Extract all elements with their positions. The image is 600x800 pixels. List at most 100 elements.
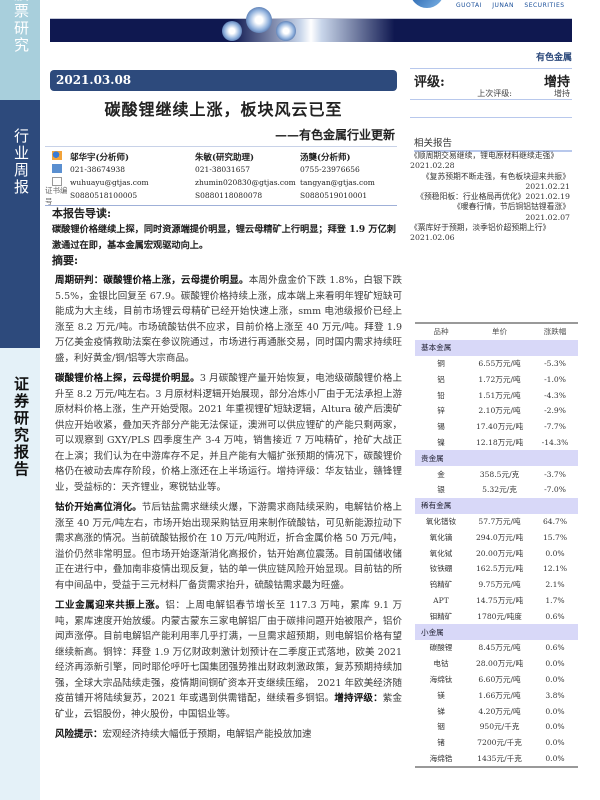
gem-icon bbox=[222, 21, 242, 41]
table-row: 银 5.32元/克 -7.0% bbox=[415, 482, 578, 498]
table-cell: 6.60万元/吨 bbox=[478, 674, 521, 684]
risk-paragraph: 风险提示：宏观经济持续大幅低于预期，电解铝产能投放加速 bbox=[52, 727, 402, 743]
table-row: 镁 1.66万元/吨 3.8% bbox=[415, 687, 578, 703]
prev-rating-label: 上次评级: bbox=[477, 89, 512, 98]
analyst-phone: 021-38031657 bbox=[195, 165, 251, 174]
table-cell: 铟 bbox=[437, 722, 445, 732]
paragraph-text: 节后钴盐需求继续火爆，下游需求商陆续采购，电解钴价格上涨至 40 万元/吨左右，… bbox=[55, 502, 402, 591]
table-cell: 0.6% bbox=[545, 643, 565, 653]
table-row: 金 358.5元/克 -3.7% bbox=[415, 466, 578, 482]
table-cell: -3.7% bbox=[544, 469, 566, 479]
table-cell: 1.72万元/吨 bbox=[478, 374, 521, 384]
table-cell: 金 bbox=[437, 469, 445, 479]
table-cell: 1.51万元/吨 bbox=[478, 390, 521, 400]
paragraph-lead: 周期研判：碳酸锂价格上涨，云母提价明显。 bbox=[55, 275, 249, 286]
paragraph-lead: 风险提示： bbox=[55, 729, 103, 740]
table-cell: 7200元/千克 bbox=[477, 738, 522, 748]
analyst-table: 邬华宇(分析师) 朱敏(研究助理) 汤龑(分析师) 021-38674938 0… bbox=[45, 146, 397, 206]
table-cell: 1.66万元/吨 bbox=[478, 690, 521, 700]
column-header: 单价 bbox=[491, 327, 508, 337]
table-cell: 28.00万元/吨 bbox=[475, 659, 524, 669]
table-cell: 358.5元/克 bbox=[479, 469, 520, 479]
table-row: 铜 6.55万元/吨 -5.3% bbox=[415, 356, 578, 372]
table-cell: 0.0% bbox=[545, 722, 565, 732]
table-cell: 2.1% bbox=[545, 580, 565, 590]
table-cell: 钨精矿 bbox=[429, 580, 453, 590]
related-report-link[interactable]: 《暖春行情，节后铜铝钴锂看涨》2021.02.07 bbox=[453, 202, 570, 222]
table-cell: 碳酸锂 bbox=[429, 643, 453, 653]
table-cell: 5.32元/克 bbox=[482, 485, 517, 495]
table-cell: 镁 bbox=[437, 690, 445, 700]
related-report-link[interactable]: 《顺周期交易继续，锂电原材料继续走强》2021.02.28 bbox=[410, 151, 559, 171]
analyst-email[interactable]: zhumin020830@gtjas.com bbox=[195, 178, 296, 187]
analyst-email[interactable]: tangyan@gtjas.com bbox=[300, 178, 375, 187]
price-table: 品种 单价 涨跌幅 基本金属铜 6.55万元/吨 -5.3% 铝 1.72万元/吨 -1.0% 铅… bbox=[415, 322, 578, 769]
gem-icon bbox=[246, 7, 272, 33]
table-row: 铅 1.51万元/吨 -4.3% bbox=[415, 387, 578, 403]
table-cell: 294.0万元/吨 bbox=[475, 532, 524, 542]
logo-text: GUOTAI JUNAN SECURITIES bbox=[456, 2, 565, 9]
sidebar-top: 股票研究 bbox=[0, 0, 40, 100]
header-banner bbox=[50, 7, 572, 42]
table-cell: 0.0% bbox=[545, 753, 565, 763]
table-cell: 锡 bbox=[437, 422, 445, 432]
table-row: 锡 17.40万元/吨 -7.7% bbox=[415, 419, 578, 435]
table-cell: 9.75万元/吨 bbox=[478, 580, 521, 590]
table-row: 氧化铽 20.00万元/吨 0.0% bbox=[415, 545, 578, 561]
table-row: 钨精矿 9.75万元/吨 2.1% bbox=[415, 577, 578, 593]
analyst-name: 朱敏(研究助理) bbox=[195, 152, 255, 163]
sidebar-bottom-label: 证券研究报告 bbox=[12, 376, 30, 478]
table-cell: 锑 bbox=[437, 706, 445, 716]
rating-label: 评级: bbox=[414, 75, 445, 90]
related-report-link[interactable]: 《预稳阳板：行业格局再优化》2021.02.19 bbox=[416, 192, 570, 202]
abstract-paragraph: 钴价开始高位消化。节后钴盐需求继续火爆，下游需求商陆续采购，电解钴价格上涨至 4… bbox=[52, 500, 402, 593]
table-cell: -2.9% bbox=[544, 406, 566, 416]
table-cell: 铜 bbox=[437, 358, 445, 368]
related-reports-list: 《顺周期交易继续，锂电原材料继续走强》2021.02.28 《复苏预期不断走强，… bbox=[410, 151, 570, 244]
table-cell: 锗 bbox=[437, 738, 445, 748]
table-row: 氧化镝 294.0万元/吨 15.7% bbox=[415, 529, 578, 545]
paragraph-text: 3 月碳酸锂产量开始恢复，电池级碳酸锂价格上升至 8.2 万元/吨左右。3 月原… bbox=[55, 373, 402, 493]
table-row: APT 14.75万元/吨 1.7% bbox=[415, 593, 578, 609]
sidebar-middle-label: 行业周报 bbox=[12, 128, 30, 196]
report-date: 2021.03.08 bbox=[50, 70, 397, 91]
table-cell: -5.3% bbox=[544, 358, 566, 368]
related-report-link[interactable]: 《复苏预期不断走强，有色板块迎来共振》2021.02.21 bbox=[421, 171, 570, 191]
table-cell: 20.00万元/吨 bbox=[475, 548, 524, 558]
abstract-heading: 摘要: bbox=[52, 254, 79, 267]
table-cell: 钕铁硼 bbox=[429, 564, 453, 574]
table-cell: 海绵钛 bbox=[429, 674, 453, 684]
paragraph-lead: 增持评级： bbox=[334, 693, 383, 704]
table-cell: 1435元/千克 bbox=[477, 753, 522, 763]
table-cell: 银 bbox=[437, 485, 445, 495]
related-report-link[interactable]: 《票库好于预期，淡季铝价超预期上行》2021.02.06 bbox=[410, 223, 551, 243]
sidebar-bottom: 证券研究报告 bbox=[0, 348, 40, 800]
table-cell: 铝 bbox=[437, 374, 445, 384]
table-row: 钼精矿 1780元/吨度 0.6% bbox=[415, 608, 578, 624]
table-cell: 0.0% bbox=[545, 659, 565, 669]
divider bbox=[410, 117, 572, 118]
paragraph-lead: 钴价开始高位消化。 bbox=[55, 502, 142, 513]
table-row: 碳酸锂 8.45万元/吨 0.6% bbox=[415, 640, 578, 656]
sidebar-top-label: 股票研究 bbox=[12, 0, 30, 54]
table-cell: 12.18万元/吨 bbox=[475, 437, 524, 447]
table-cell: 1780元/吨度 bbox=[477, 611, 522, 621]
section-row: 稀有金属 bbox=[415, 497, 578, 514]
table-cell: -7.7% bbox=[544, 422, 566, 432]
abstract-paragraph: 工业金属迎来共振上涨。铝：上周电解铝春节增长至 117.3 万吨，累库 9.1 … bbox=[52, 598, 402, 722]
table-cell: 8.45万元/吨 bbox=[478, 643, 521, 653]
abstract-paragraph: 碳酸锂价格上探，云母提价明显。3 月碳酸锂产量开始恢复，电池级碳酸锂价格上升至 … bbox=[52, 371, 402, 495]
paragraph-text: 本周外盘金价下跌 1.8%，白银下跌 5.5%，金银比回复至 67.9。碳酸锂价… bbox=[55, 275, 402, 364]
table-cell: 57.7万元/吨 bbox=[478, 516, 521, 526]
table-cell: 6.55万元/吨 bbox=[478, 358, 521, 368]
table-row: 氧化镨钕 57.7万元/吨 64.7% bbox=[415, 514, 578, 530]
table-cell: 镍 bbox=[437, 437, 445, 447]
table-cell: 2.10万元/吨 bbox=[478, 406, 521, 416]
table-cell: APT bbox=[433, 595, 449, 605]
table-cell: 氧化铽 bbox=[429, 548, 453, 558]
section-row: 基本金属 bbox=[415, 339, 578, 356]
table-row: 海绵钛 6.60万元/吨 0.0% bbox=[415, 672, 578, 688]
analyst-email[interactable]: wuhuayu@gtjas.com bbox=[70, 178, 149, 187]
table-cell: 17.40万元/吨 bbox=[475, 422, 524, 432]
table-cell: 15.7% bbox=[542, 532, 568, 542]
